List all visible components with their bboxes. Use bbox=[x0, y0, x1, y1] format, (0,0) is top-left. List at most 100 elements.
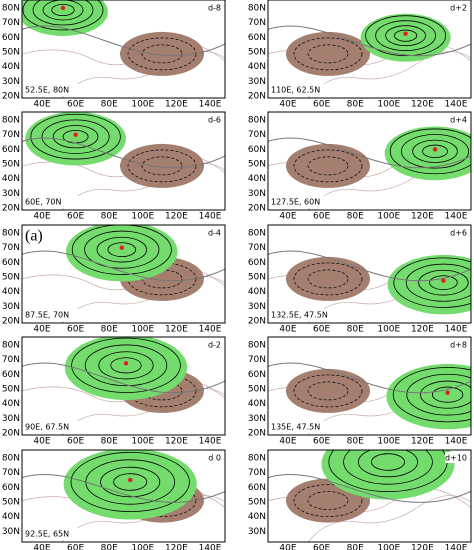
center-dot bbox=[403, 31, 408, 36]
negative-shading bbox=[286, 31, 370, 76]
lat-tick-label: 70N bbox=[2, 18, 20, 28]
lat-tick-label: 80N bbox=[248, 229, 266, 239]
lat-tick-label: 70N bbox=[248, 18, 266, 28]
zero-contour bbox=[22, 250, 225, 282]
lon-tick-label: 40E bbox=[279, 544, 296, 550]
lag-box bbox=[199, 227, 223, 238]
lag-label: d+8 bbox=[450, 341, 467, 350]
lat-tick-label: 60N bbox=[2, 258, 20, 268]
lag-label: d-2 bbox=[208, 341, 221, 350]
location-box bbox=[23, 84, 85, 96]
lat-tick-label: 20N bbox=[248, 204, 266, 214]
lat-tick-label: 80N bbox=[248, 4, 266, 14]
positive-contour bbox=[41, 119, 110, 154]
positive-contour bbox=[358, 450, 418, 478]
map-area bbox=[22, 112, 225, 210]
lat-tick-label: 20N bbox=[248, 429, 266, 439]
positive-contour bbox=[71, 337, 181, 393]
negative-shading bbox=[120, 143, 204, 188]
lon-tick-label: 120E bbox=[411, 100, 434, 110]
location-label: 60E, 70N bbox=[25, 198, 62, 207]
lat-tick-label: 60N bbox=[2, 33, 20, 43]
map-frame bbox=[267, 111, 472, 211]
lag-box bbox=[199, 452, 223, 463]
map-panel: d+8 135E, 47.5N 80N 70N 60N 50N 40N 30N 20N 40E 60… bbox=[248, 336, 472, 447]
lat-tick-label: 70N bbox=[2, 243, 20, 253]
positive-shading bbox=[64, 337, 188, 400]
lat-tick-label: 60N bbox=[2, 145, 20, 155]
lat-tick-label: 50N bbox=[2, 48, 20, 58]
lon-tick-label: 40E bbox=[279, 212, 296, 222]
lon-tick-label: 120E bbox=[165, 100, 188, 110]
lat-tick-label: 50N bbox=[248, 385, 266, 395]
lon-tick-label: 100E bbox=[377, 212, 400, 222]
positive-contour bbox=[96, 236, 147, 263]
zero-contour bbox=[268, 473, 471, 503]
positive-contour bbox=[400, 134, 469, 169]
lat-tick-label: 70N bbox=[2, 130, 20, 140]
lat-tick-label: 50N bbox=[248, 273, 266, 283]
negative-shading bbox=[286, 368, 370, 413]
lon-tick-label: 120E bbox=[165, 544, 188, 550]
positive-contour bbox=[420, 380, 471, 409]
positive-contour bbox=[343, 450, 433, 485]
lat-tick-label: 80N bbox=[2, 454, 20, 464]
lat-tick-label: 80N bbox=[248, 116, 266, 126]
lat-tick-label: 80N bbox=[2, 4, 20, 14]
map-frame bbox=[267, 224, 472, 324]
lon-tick-label: 100E bbox=[131, 100, 154, 110]
lon-tick-label: 40E bbox=[33, 437, 50, 447]
positive-contour bbox=[418, 269, 469, 296]
positive-contour bbox=[32, 0, 94, 26]
center-dot bbox=[123, 361, 129, 366]
lon-tick-label: 100E bbox=[131, 544, 154, 550]
negative-shading bbox=[286, 256, 370, 301]
lat-tick-label: 80N bbox=[2, 341, 20, 351]
lat-tick-label: 80N bbox=[248, 341, 266, 351]
positive-contour bbox=[84, 344, 168, 387]
lag-box bbox=[199, 339, 223, 350]
map-frame bbox=[267, 449, 472, 543]
lat-tick-label: 20N bbox=[2, 92, 20, 102]
coastline bbox=[307, 51, 471, 98]
lat-tick-label: 50N bbox=[248, 498, 266, 508]
positive-contour bbox=[51, 4, 75, 16]
positive-contour bbox=[42, 0, 84, 21]
lon-tick-label: 140E bbox=[445, 437, 468, 447]
negative-contour bbox=[293, 37, 363, 71]
lon-tick-label: 80E bbox=[347, 544, 364, 550]
lag-box bbox=[445, 114, 469, 125]
lon-tick-label: 140E bbox=[199, 325, 222, 335]
lon-tick-label: 100E bbox=[131, 325, 154, 335]
lon-tick-label: 100E bbox=[377, 437, 400, 447]
negative-contour bbox=[293, 374, 363, 408]
lon-tick-label: 120E bbox=[411, 544, 434, 550]
negative-contour bbox=[293, 149, 363, 183]
lat-tick-label: 70N bbox=[248, 130, 266, 140]
positive-contour bbox=[365, 15, 447, 57]
positive-contour bbox=[392, 367, 471, 423]
lon-tick-label: 80E bbox=[101, 100, 118, 110]
lon-tick-label: 40E bbox=[279, 100, 296, 110]
positive-contour bbox=[431, 386, 464, 403]
center-dot bbox=[432, 147, 438, 152]
map-area bbox=[22, 337, 225, 435]
zero-contour bbox=[268, 137, 471, 169]
negative-contour bbox=[307, 381, 349, 401]
map-frame bbox=[21, 449, 226, 543]
lon-tick-label: 80E bbox=[101, 325, 118, 335]
zero-contour bbox=[22, 137, 225, 169]
lat-tick-label: 30N bbox=[2, 302, 20, 312]
lag-label: d+6 bbox=[450, 229, 467, 238]
zero-contour bbox=[22, 362, 225, 394]
location-label: 132.5E, 47.5N bbox=[271, 311, 328, 320]
lag-label: d-6 bbox=[208, 116, 221, 125]
positive-contour bbox=[30, 113, 121, 160]
lon-tick-label: 140E bbox=[445, 212, 468, 222]
lat-tick-label: 80N bbox=[2, 229, 20, 239]
lag-box bbox=[199, 114, 223, 125]
lon-tick-label: 40E bbox=[33, 100, 50, 110]
lag-label: d+2 bbox=[450, 4, 467, 13]
lag-label: d+4 bbox=[450, 116, 467, 125]
lat-tick-label: 80N bbox=[248, 454, 266, 464]
